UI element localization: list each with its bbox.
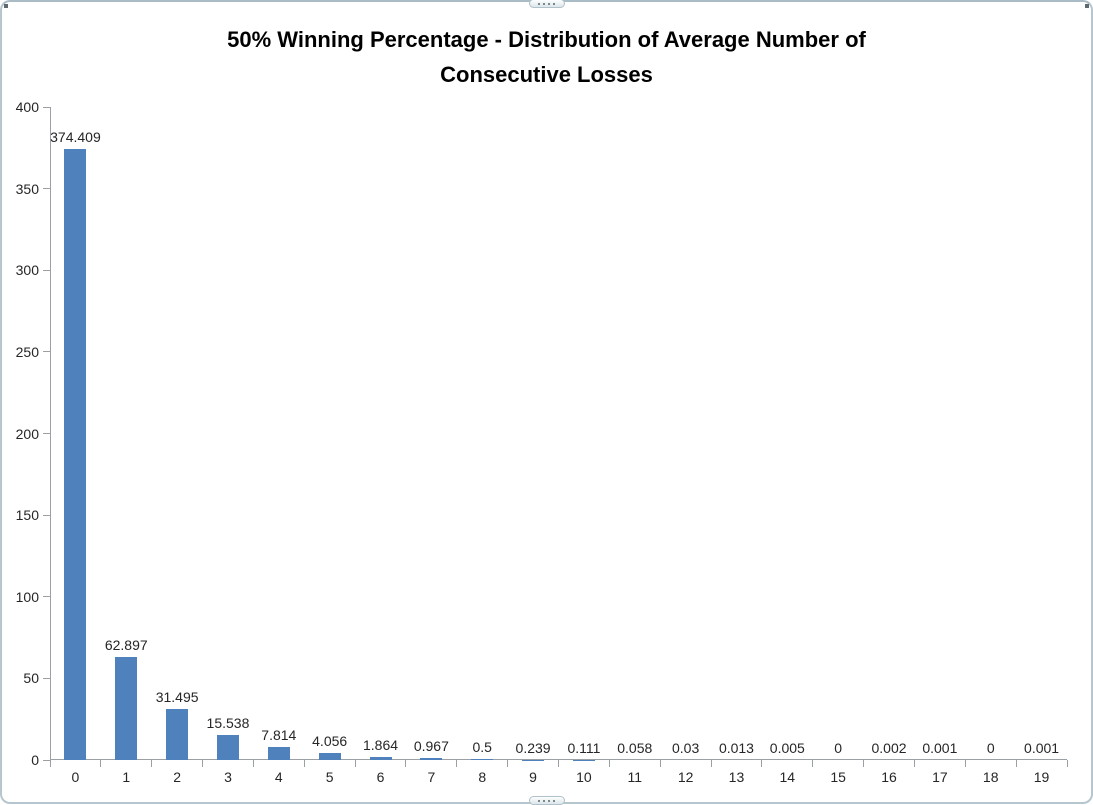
bar[interactable] <box>115 657 137 760</box>
chart-title-line2: Consecutive Losses <box>2 57 1091 92</box>
y-axis-tick <box>43 433 50 434</box>
x-axis-tick <box>914 760 915 767</box>
x-axis-tick <box>1067 760 1068 767</box>
y-tick-label: 50 <box>23 669 39 687</box>
x-axis-tick <box>100 760 101 767</box>
x-axis-tick <box>965 760 966 767</box>
y-axis-tick <box>43 107 50 108</box>
x-tick-label: 10 <box>559 769 609 785</box>
x-axis-tick <box>151 760 152 767</box>
x-tick-label: 5 <box>305 769 355 785</box>
handle-dot <box>548 3 550 5</box>
handle-dot <box>553 800 555 802</box>
y-tick-label: 350 <box>16 180 39 198</box>
x-tick-label: 17 <box>915 769 965 785</box>
x-tick-label: 11 <box>610 769 660 785</box>
y-tick-label: 100 <box>16 588 39 606</box>
x-axis-tick <box>253 760 254 767</box>
x-tick-label: 8 <box>457 769 507 785</box>
x-tick-label: 12 <box>661 769 711 785</box>
handle-dot <box>538 3 540 5</box>
selection-corner-handle-top-left[interactable] <box>4 4 8 8</box>
y-tick-label: 0 <box>31 751 39 769</box>
x-axis-tick <box>355 760 356 767</box>
x-axis-tick <box>609 760 610 767</box>
handle-dot <box>543 800 545 802</box>
x-axis-tick <box>660 760 661 767</box>
selection-corner-handle-top-right[interactable] <box>1085 4 1089 8</box>
bar[interactable] <box>420 758 442 760</box>
x-tick-label: 14 <box>762 769 812 785</box>
x-tick-label: 7 <box>406 769 456 785</box>
bar[interactable] <box>217 735 239 760</box>
bar[interactable] <box>471 759 493 760</box>
y-tick-label: 200 <box>16 425 39 443</box>
y-axis-tick <box>43 515 50 516</box>
handle-dot <box>538 800 540 802</box>
y-axis-tick <box>43 596 50 597</box>
x-axis-tick <box>761 760 762 767</box>
x-axis-tick <box>202 760 203 767</box>
x-tick-label: 4 <box>254 769 304 785</box>
x-tick-label: 1 <box>101 769 151 785</box>
bar[interactable] <box>370 757 392 760</box>
bar[interactable] <box>319 753 341 760</box>
chart-title-line1: 50% Winning Percentage - Distribution of… <box>2 22 1091 57</box>
x-axis-tick <box>812 760 813 767</box>
x-axis-tick <box>456 760 457 767</box>
data-label: 31.495 <box>135 689 219 705</box>
x-axis-tick <box>304 760 305 767</box>
x-axis-tick <box>50 760 51 767</box>
x-axis-tick <box>711 760 712 767</box>
data-label: 62.897 <box>84 637 168 653</box>
x-tick-label: 0 <box>50 769 100 785</box>
x-axis-tick <box>507 760 508 767</box>
handle-dot <box>548 800 550 802</box>
bar[interactable] <box>64 149 86 760</box>
y-tick-label: 300 <box>16 261 39 279</box>
x-tick-label: 16 <box>864 769 914 785</box>
x-tick-label: 15 <box>813 769 863 785</box>
x-tick-label: 18 <box>966 769 1016 785</box>
x-axis-tick <box>863 760 864 767</box>
y-axis-line <box>50 107 51 760</box>
x-tick-label: 19 <box>1017 769 1067 785</box>
x-tick-label: 13 <box>711 769 761 785</box>
y-tick-label: 400 <box>16 98 39 116</box>
chart-resize-handle-top[interactable] <box>529 0 565 8</box>
y-axis-tick <box>43 678 50 679</box>
bar[interactable] <box>166 709 188 760</box>
data-label: 0.001 <box>1000 740 1084 756</box>
y-axis-tick <box>43 188 50 189</box>
x-axis-tick <box>558 760 559 767</box>
handle-dot <box>553 3 555 5</box>
y-tick-label: 250 <box>16 343 39 361</box>
x-tick-label: 6 <box>356 769 406 785</box>
handle-dot <box>543 3 545 5</box>
y-tick-label: 150 <box>16 506 39 524</box>
y-axis-tick <box>43 270 50 271</box>
x-axis-tick <box>1016 760 1017 767</box>
x-tick-label: 3 <box>203 769 253 785</box>
data-label: 374.409 <box>33 129 117 145</box>
x-tick-label: 2 <box>152 769 202 785</box>
x-tick-label: 9 <box>508 769 558 785</box>
chart-title: 50% Winning Percentage - Distribution of… <box>2 22 1091 92</box>
y-axis-tick <box>43 351 50 352</box>
x-axis-tick <box>405 760 406 767</box>
bar[interactable] <box>268 747 290 760</box>
